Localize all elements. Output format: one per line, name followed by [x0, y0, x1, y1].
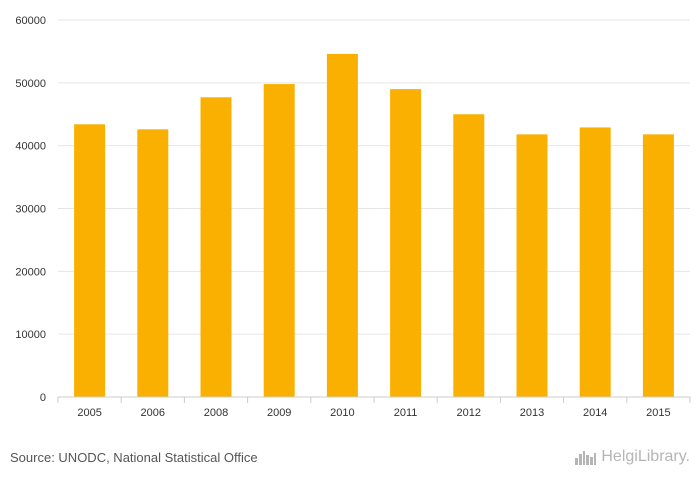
x-axis-ticks: 2005 2006 2008 2009 2010 2011 2012 2013 2014 2015	[77, 407, 670, 419]
y-tick-label: 10000	[15, 329, 46, 341]
bar	[453, 114, 485, 397]
bar	[263, 84, 295, 397]
bar-chart: 0 10000 20000 30000 40000 50000 60000 2005 2006…	[15, 15, 691, 419]
x-tick-label: 2008	[204, 407, 228, 419]
bar	[137, 129, 169, 397]
bar	[579, 127, 611, 397]
x-tick-label: 2010	[330, 407, 354, 419]
x-tick-label: 2011	[394, 407, 418, 419]
x-tick-label: 2014	[583, 407, 607, 419]
x-tick-label: 2005	[77, 407, 101, 419]
y-tick-label: 60000	[15, 15, 46, 27]
x-tick-label: 2006	[141, 407, 165, 419]
bar	[642, 134, 674, 397]
y-tick-label: 30000	[15, 204, 46, 216]
y-tick-label: 0	[40, 392, 46, 404]
brand-name: HelgiLibrary.	[601, 448, 690, 465]
city-skyline-icon	[575, 449, 597, 465]
y-tick-label: 20000	[15, 266, 46, 278]
bar	[326, 53, 358, 398]
bar	[74, 124, 106, 397]
x-tick-label: 2015	[646, 407, 670, 419]
bars	[74, 53, 674, 398]
x-tick-label: 2013	[520, 407, 544, 419]
bar	[390, 89, 422, 397]
bar	[516, 134, 548, 397]
x-tick-label: 2009	[267, 407, 291, 419]
source-note: Source: UNODC, National Statistical Offi…	[10, 450, 258, 465]
bar	[200, 97, 232, 397]
y-tick-label: 50000	[15, 78, 46, 90]
brand-logo[interactable]: HelgiLibrary.	[575, 448, 690, 466]
y-tick-label: 40000	[15, 141, 46, 153]
x-axis	[57, 396, 691, 403]
y-axis-ticks: 0 10000 20000 30000 40000 50000 60000	[15, 15, 46, 404]
x-tick-label: 2012	[457, 407, 481, 419]
